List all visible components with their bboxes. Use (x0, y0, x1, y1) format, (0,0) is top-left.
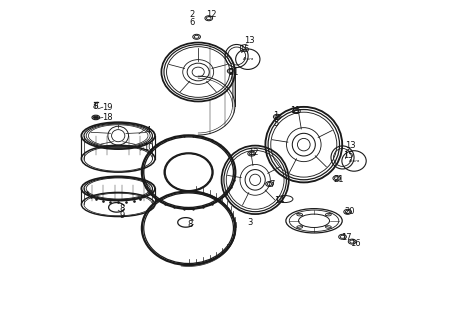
Text: 3: 3 (247, 218, 252, 227)
Text: 18: 18 (102, 113, 112, 122)
Text: 12: 12 (248, 148, 259, 157)
Text: 5: 5 (274, 119, 279, 128)
Text: 16: 16 (350, 239, 361, 248)
Text: 14: 14 (274, 196, 285, 204)
Text: 21: 21 (228, 68, 239, 76)
Text: 2: 2 (189, 10, 195, 19)
Text: 12: 12 (206, 10, 216, 19)
Text: 1: 1 (274, 111, 279, 120)
Text: 11: 11 (290, 106, 300, 115)
Text: 9: 9 (120, 211, 125, 220)
Text: 8: 8 (188, 220, 193, 229)
Text: 8: 8 (120, 204, 125, 212)
Text: 19: 19 (102, 103, 112, 112)
Text: 10: 10 (143, 143, 153, 152)
Text: 21: 21 (334, 175, 344, 184)
Ellipse shape (93, 116, 98, 119)
Text: 15: 15 (344, 151, 354, 160)
Text: 15: 15 (239, 45, 249, 54)
Text: 13: 13 (244, 36, 255, 44)
Text: 13: 13 (345, 141, 356, 150)
Text: Acura: Acura (348, 159, 360, 163)
Text: 17: 17 (341, 233, 352, 242)
Text: 7: 7 (269, 180, 274, 189)
Text: Acura: Acura (242, 57, 253, 61)
Text: 4: 4 (145, 126, 150, 135)
Text: 6: 6 (189, 18, 195, 27)
Text: 20: 20 (345, 207, 355, 216)
